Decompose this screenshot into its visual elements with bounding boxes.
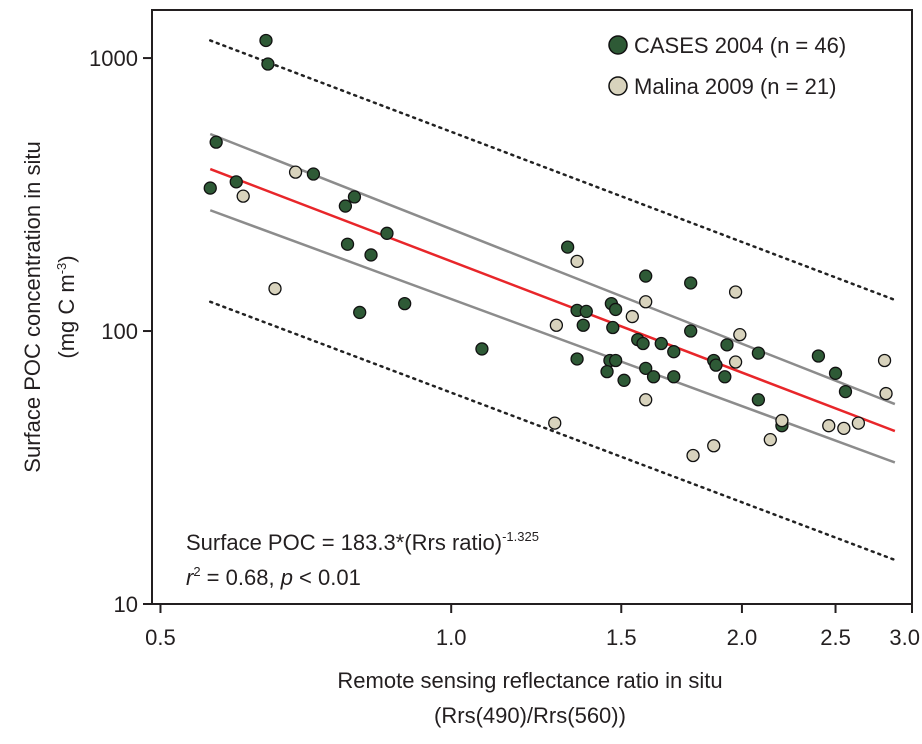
point bbox=[576, 318, 590, 332]
point bbox=[636, 336, 650, 351]
stats-text: = 0.68, bbox=[201, 565, 281, 590]
stats: r2 = 0.68, p < 0.01 bbox=[186, 564, 361, 590]
point bbox=[639, 295, 653, 309]
point bbox=[763, 433, 777, 447]
point bbox=[707, 439, 721, 453]
point bbox=[751, 393, 766, 407]
point bbox=[639, 361, 653, 375]
point bbox=[475, 342, 489, 356]
legend-label: CASES 2004 (n = 46) bbox=[634, 33, 846, 58]
point bbox=[353, 305, 367, 320]
stats-text: p bbox=[280, 565, 293, 590]
y-tick-label: 100 bbox=[101, 319, 138, 344]
point bbox=[733, 327, 747, 342]
stats-text: r bbox=[186, 565, 195, 590]
point bbox=[236, 189, 250, 203]
legend-label: Malina 2009 (n = 21) bbox=[634, 74, 836, 99]
point bbox=[229, 175, 243, 189]
point bbox=[203, 181, 217, 195]
y-tick-label: 1000 bbox=[89, 46, 138, 71]
point bbox=[877, 353, 892, 368]
point bbox=[570, 352, 584, 366]
point bbox=[838, 384, 853, 399]
point bbox=[259, 33, 273, 48]
point bbox=[561, 240, 575, 254]
point bbox=[617, 373, 631, 387]
point bbox=[718, 370, 732, 384]
point bbox=[728, 355, 743, 369]
point bbox=[667, 370, 681, 384]
point bbox=[570, 254, 584, 269]
x-tick-label: 1.0 bbox=[436, 625, 467, 650]
point bbox=[268, 281, 282, 296]
point bbox=[606, 320, 620, 335]
point bbox=[684, 324, 698, 338]
point bbox=[822, 419, 836, 433]
point bbox=[549, 318, 564, 332]
point bbox=[548, 416, 562, 430]
y-axis-unit: (mg C m bbox=[54, 274, 79, 358]
point bbox=[608, 353, 623, 368]
stats-sup: 2 bbox=[193, 564, 200, 579]
point bbox=[837, 421, 851, 436]
x-tick-label: 2.5 bbox=[820, 625, 851, 650]
point bbox=[879, 386, 893, 401]
fit-line bbox=[208, 300, 897, 562]
point bbox=[306, 167, 321, 181]
point bbox=[775, 413, 789, 428]
x-axis-label: (Rrs(490)/Rrs(560)) bbox=[434, 703, 626, 728]
point bbox=[398, 296, 412, 311]
point bbox=[654, 336, 668, 351]
point bbox=[364, 248, 378, 262]
point bbox=[709, 358, 723, 372]
point bbox=[667, 345, 681, 359]
point bbox=[288, 165, 303, 179]
x-tick-label: 3.0 bbox=[889, 625, 920, 650]
legend-marker bbox=[608, 76, 628, 96]
y-axis-label-group: Surface POC concentration in situ (mg C … bbox=[20, 141, 79, 472]
fit-line bbox=[209, 132, 896, 406]
point bbox=[261, 57, 275, 71]
point bbox=[340, 237, 355, 251]
point bbox=[347, 190, 362, 204]
point bbox=[209, 135, 223, 149]
equation-exponent: -1.325 bbox=[502, 529, 539, 544]
y-axis-unit-sup: -3 bbox=[54, 263, 69, 275]
y-axis-label: Surface POC concentration in situ bbox=[20, 141, 45, 472]
point bbox=[338, 199, 353, 213]
point bbox=[639, 269, 653, 283]
point bbox=[625, 309, 639, 324]
point bbox=[579, 304, 593, 319]
x-tick-label: 2.0 bbox=[727, 625, 758, 650]
y-tick-label: 10 bbox=[114, 592, 138, 617]
legend-marker bbox=[608, 35, 628, 55]
point bbox=[686, 448, 700, 463]
y-axis-unit: ) bbox=[54, 255, 79, 262]
point bbox=[811, 349, 826, 363]
point bbox=[751, 346, 766, 360]
point bbox=[646, 370, 661, 384]
fit-line bbox=[209, 167, 896, 433]
point bbox=[380, 226, 394, 240]
y-axis-label: (mg C m-3) bbox=[54, 255, 79, 358]
fit-line bbox=[208, 39, 897, 302]
plot-frame bbox=[151, 9, 913, 605]
point bbox=[851, 416, 866, 430]
point bbox=[720, 338, 734, 352]
x-tick-label: 0.5 bbox=[145, 625, 176, 650]
point bbox=[828, 366, 843, 380]
point bbox=[608, 302, 623, 317]
x-tick-label: 1.5 bbox=[606, 625, 637, 650]
point bbox=[728, 285, 743, 299]
point bbox=[600, 364, 614, 379]
stats-text: < 0.01 bbox=[293, 565, 361, 590]
point bbox=[684, 276, 698, 290]
point bbox=[639, 393, 653, 407]
x-axis-label: Remote sensing reflectance ratio in situ bbox=[337, 668, 722, 693]
equation-text: Surface POC = 183.3*(Rrs ratio) bbox=[186, 530, 502, 555]
equation: Surface POC = 183.3*(Rrs ratio)-1.325 bbox=[186, 529, 539, 555]
